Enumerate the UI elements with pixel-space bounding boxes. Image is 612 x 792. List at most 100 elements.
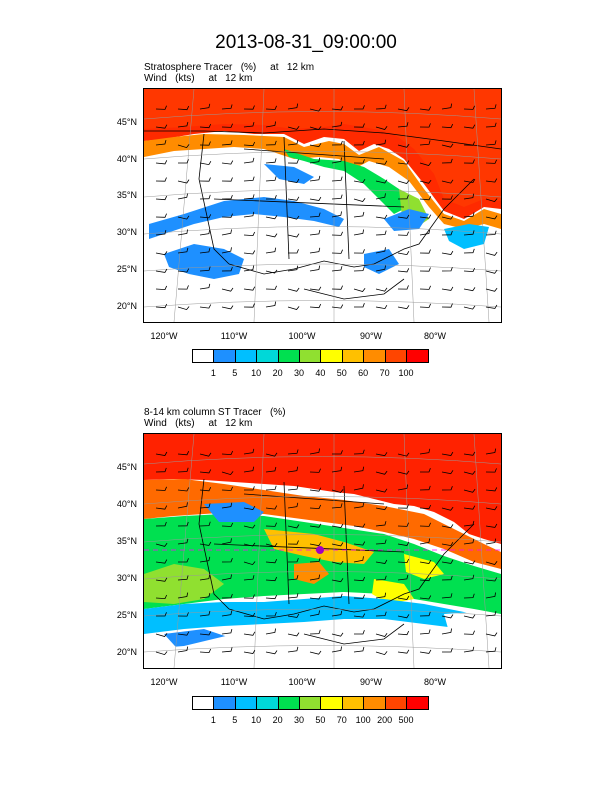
panel1-variable-label: Stratosphere Tracer (%) at 12 km [144, 62, 315, 73]
wind-barb [463, 505, 476, 510]
wind-barb [287, 485, 299, 491]
wind-barb [177, 144, 190, 149]
wind-barb [199, 103, 211, 110]
colorbar-swatch [385, 350, 407, 362]
wind-barb [309, 212, 321, 218]
wind-barb [441, 195, 453, 200]
wind-barb [354, 630, 365, 635]
wind-barb [265, 505, 278, 510]
colorbar-swatch [321, 350, 343, 362]
wind-barb [243, 157, 255, 164]
wind-barb [485, 538, 497, 545]
wind-barb [155, 213, 167, 218]
wind-barb [221, 140, 233, 146]
wind-barb [243, 121, 255, 128]
wind-barb [397, 649, 410, 654]
wind-barb [243, 575, 255, 581]
wind-barb [375, 521, 387, 527]
colorbar-swatch [364, 697, 386, 709]
wind-barb [199, 452, 212, 457]
wind-barb [397, 268, 410, 273]
wind-barb [221, 104, 233, 110]
colorbar-label: 70 [336, 715, 347, 725]
wind-barb [199, 214, 212, 219]
wind-barb [353, 159, 365, 164]
lon-label: 110°W [220, 677, 248, 687]
lat-label: 35°N [116, 190, 137, 200]
wind-barb [397, 522, 409, 527]
wind-barb [375, 247, 386, 254]
wind-barb [265, 650, 278, 655]
lon-label: 80°W [423, 677, 447, 687]
wind-barb [309, 610, 320, 617]
colorbar-label: 30 [293, 368, 304, 378]
wind-barb [221, 486, 233, 491]
wind-barb [177, 451, 190, 456]
wind-barb [419, 448, 431, 455]
wind-barb [199, 541, 212, 546]
wind-barb [331, 176, 343, 182]
wind-barb [199, 556, 211, 563]
wind-barb [221, 266, 233, 272]
wind-barb [331, 560, 344, 565]
wind-barb [463, 488, 476, 493]
wind-barb [287, 139, 299, 146]
colorbar-swatch [193, 350, 215, 362]
wind-barb [397, 231, 409, 236]
wind-barb [199, 283, 211, 290]
wind-barb [397, 250, 410, 256]
wind-barb [485, 215, 498, 220]
lon-label: 90°W [359, 677, 383, 687]
wind-barb [485, 448, 497, 455]
wind-barb [485, 561, 498, 565]
wind-barb [463, 178, 476, 184]
wind-barb [441, 215, 454, 220]
wind-barb [199, 247, 211, 254]
wind-barb [288, 249, 299, 254]
wind-barb [485, 104, 497, 110]
wind-barb [485, 506, 498, 511]
wind-barb [177, 538, 189, 545]
wind-barb [463, 287, 476, 292]
wind-barb [265, 176, 277, 182]
wind-barb [287, 502, 299, 509]
colorbar-label: 5 [232, 368, 238, 378]
wind-barb [375, 592, 387, 599]
lat-label: 20°N [116, 647, 137, 657]
wind-barb [243, 141, 256, 147]
wind-barb [463, 105, 475, 110]
wind-barb [485, 178, 498, 183]
wind-barb [375, 611, 387, 617]
wind-barb [353, 576, 366, 582]
wind-barb [309, 229, 321, 236]
wind-barb [265, 542, 278, 547]
colorbar-swatch [342, 697, 365, 709]
wind-barb [177, 612, 189, 617]
wind-barb [419, 595, 432, 600]
wind-barb [331, 211, 342, 218]
wind-barb [419, 229, 431, 236]
wind-barb [221, 123, 233, 128]
wind-barb [441, 628, 452, 635]
wind-barb [177, 306, 190, 311]
wind-barb [397, 143, 410, 148]
wind-barb [353, 594, 365, 599]
wind-barb [331, 523, 344, 528]
wind-barb [265, 247, 277, 254]
panel2-colorbar [192, 696, 430, 710]
wind-barb [287, 466, 299, 473]
wind-barb [463, 193, 475, 200]
wind-barb [331, 106, 344, 111]
wind-barb [375, 452, 388, 457]
wind-barb [463, 267, 476, 273]
wind-barb [177, 229, 188, 236]
wind-barb [221, 502, 233, 509]
wind-barb [397, 504, 409, 509]
colorbar-label: 10 [251, 368, 262, 378]
wind-barb [353, 249, 365, 254]
wind-barb [485, 487, 498, 492]
wind-barb [199, 592, 211, 599]
wind-barb [177, 646, 189, 653]
colorbar-label: 30 [293, 715, 304, 725]
wind-barb [177, 285, 189, 290]
